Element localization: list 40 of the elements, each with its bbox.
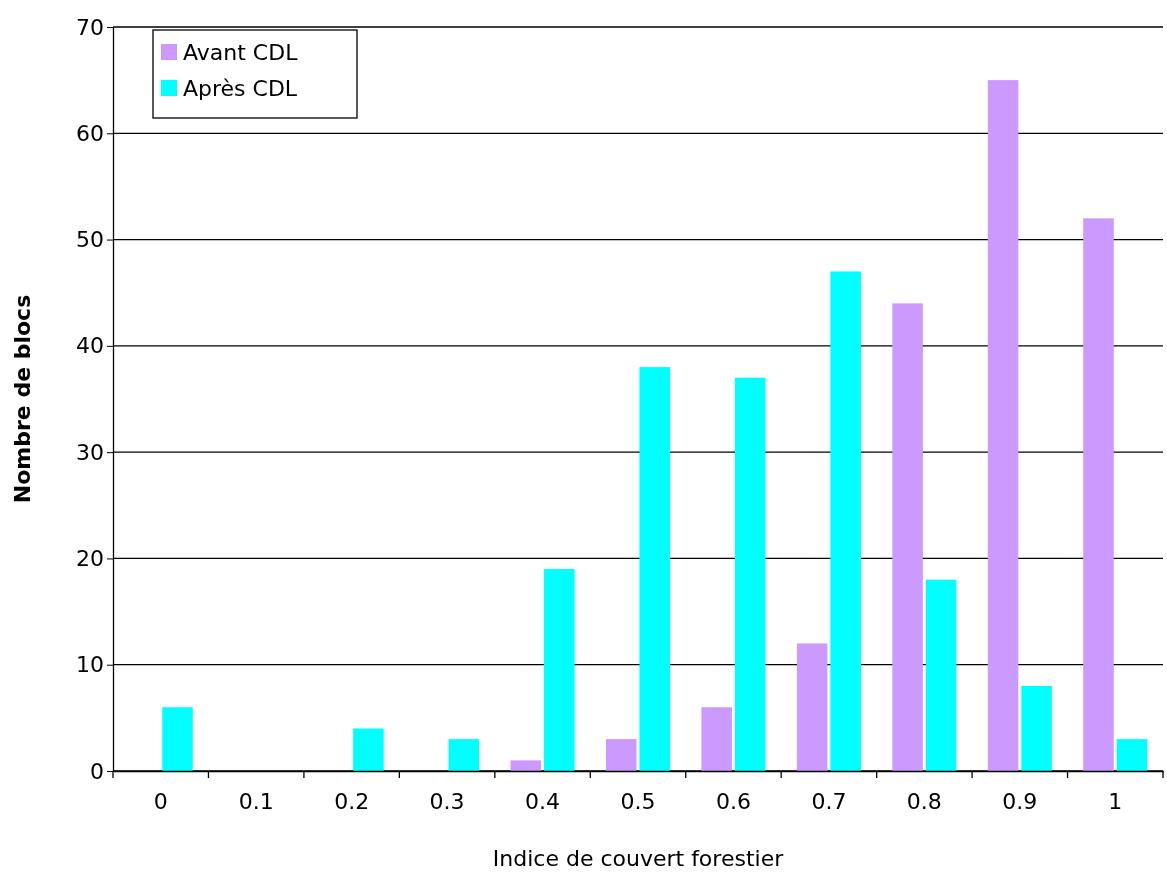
y-axis-title: Nombre de blocs <box>10 294 35 504</box>
y-tick-label: 50 <box>76 227 104 253</box>
bar <box>605 739 637 771</box>
y-tick-label: 0 <box>90 758 104 784</box>
bar <box>1021 685 1052 771</box>
bar <box>639 367 671 771</box>
x-tick-label: 0.9 <box>1002 788 1038 814</box>
bar <box>1116 739 1148 771</box>
x-axis-title: Indice de couvert forestier <box>492 846 785 871</box>
y-tick-label: 10 <box>76 652 104 678</box>
bar <box>448 739 480 771</box>
x-tick-label: 0.2 <box>334 788 370 814</box>
x-tick-label: 0.6 <box>715 788 751 814</box>
bar <box>796 643 828 771</box>
legend-label: Avant CDL <box>183 40 299 65</box>
x-tick-label: 0 <box>153 788 168 814</box>
x-tick-label: 0.5 <box>620 788 656 814</box>
bar <box>544 569 575 771</box>
x-tick-label: 0.3 <box>429 788 465 814</box>
x-tick-label: 0.4 <box>525 788 561 814</box>
x-tick-label: 0.8 <box>906 788 942 814</box>
bar <box>1083 218 1114 771</box>
legend-label: Après CDL <box>183 76 298 101</box>
bar <box>734 377 766 771</box>
y-tick-label: 20 <box>76 545 104 571</box>
bar <box>510 760 542 771</box>
bar <box>925 579 957 771</box>
x-tick-label: 0.7 <box>811 788 847 814</box>
x-tick-label: 0.1 <box>238 788 274 814</box>
x-tick-label: 1 <box>1108 788 1123 814</box>
y-tick-label: 60 <box>76 120 104 146</box>
bar <box>892 303 923 771</box>
bar <box>701 707 732 771</box>
y-tick-label: 30 <box>76 439 104 465</box>
y-tick-label: 40 <box>76 333 104 359</box>
y-tick-label: 70 <box>76 14 104 40</box>
bar <box>987 80 1019 771</box>
bar <box>830 271 861 771</box>
bar <box>162 707 193 771</box>
bar <box>353 728 384 771</box>
